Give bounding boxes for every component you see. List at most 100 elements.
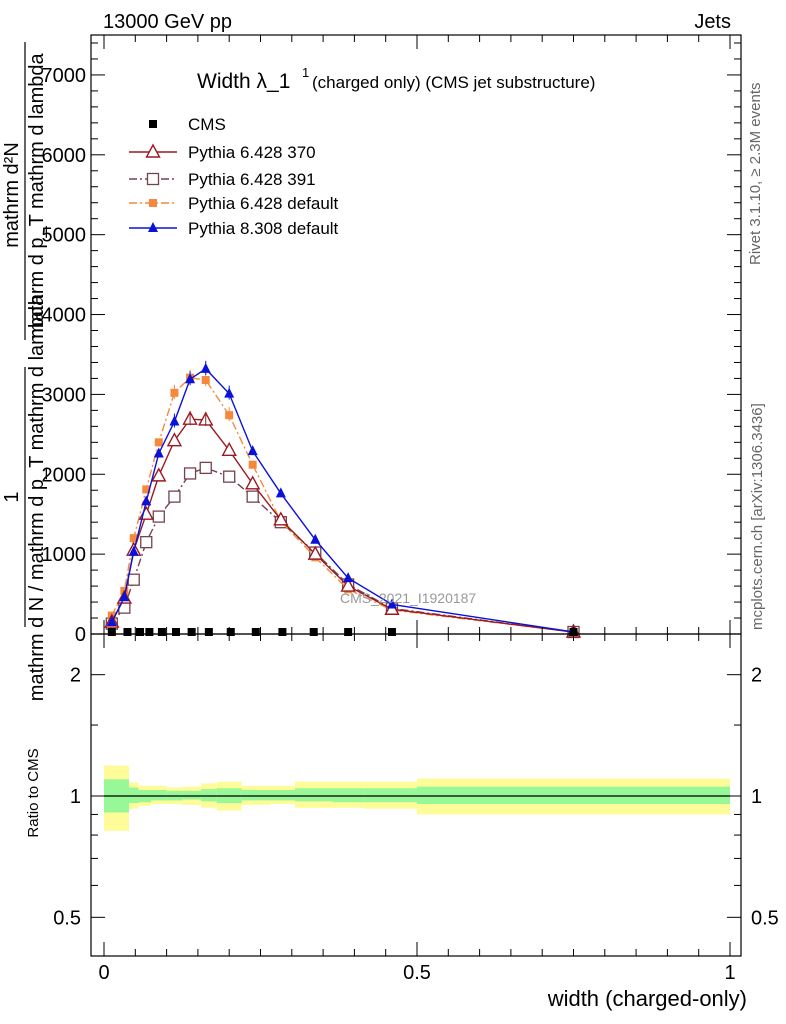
marker-triangle-open: [166, 432, 183, 447]
legend-entry: Pythia 6.428 370: [129, 143, 316, 162]
ratio-axes: 0.5 0.5 1 1 2 2 0 0.5 1: [53, 633, 779, 984]
marker-square-open: [223, 470, 236, 483]
legend-entry: Pythia 8.308 default: [129, 219, 339, 238]
legend-label: Pythia 6.428 370: [188, 143, 316, 162]
marker-triangle-open: [145, 143, 161, 158]
band-inner-bin: [201, 789, 217, 802]
main-panel: 0 1000 2000 3000 4000 5000 6000 7000: [42, 34, 742, 646]
ratio-panel: 0.5 0.5 1 1 2 2 0 0.5 1: [53, 633, 779, 984]
main-axes: 0 1000 2000 3000 4000 5000 6000 7000: [42, 34, 742, 646]
ylabel-den: mathrm d N / mathrm d p_T mathrm d lambd…: [26, 294, 48, 701]
watermark: CMS_2021_I1920187: [340, 590, 476, 606]
ratio-ylabel: Ratio to CMS: [25, 748, 42, 837]
marker-square: [251, 628, 260, 636]
marker-square: [135, 628, 144, 636]
marker-triangle-filled: [119, 591, 130, 602]
marker-triangle-open: [244, 475, 261, 490]
ratio-bands: [104, 765, 730, 831]
legend: CMS Pythia 6.428 370 Pythia 6.428 391 Pythi…: [129, 115, 339, 238]
marker-square-open: [168, 490, 181, 503]
legend-entry: CMS: [149, 115, 226, 134]
legend-label: Pythia 6.428 default: [188, 194, 339, 213]
marker-square-filled: [149, 199, 157, 207]
side-mcplots: mcplots.cern.ch [arXiv:1306.3436]: [749, 403, 766, 630]
marker-triangle-filled: [128, 545, 139, 556]
ratio-frame: [90, 633, 742, 957]
xlabel: width (charged-only): [547, 986, 747, 1011]
ratio-ytick-label-right: 1: [751, 786, 762, 808]
title-sub: (charged only) (CMS jet substructure): [312, 73, 595, 92]
header-left: 13000 GeV pp: [103, 11, 232, 33]
band-inner-bin: [269, 789, 295, 801]
main-ytick-label: 3000: [42, 384, 87, 406]
ratio-xtick-label: 0: [98, 962, 109, 984]
ratio-xtick-label: 1: [724, 962, 735, 984]
marker-square: [387, 628, 396, 636]
band-inner-bin: [182, 790, 202, 800]
marker-square: [123, 628, 132, 636]
ratio-ytick-label: 1: [70, 786, 81, 808]
ylabel-num2: mathrm d²N: [1, 142, 23, 248]
legend-entry: Pythia 6.428 default: [129, 194, 339, 213]
marker-triangle-open: [221, 441, 237, 457]
marker-square: [309, 628, 318, 636]
marker-triangle-filled: [275, 487, 286, 498]
marker-square: [157, 628, 166, 636]
marker-triangle-open: [307, 545, 323, 560]
main-ytick-label: 0: [75, 624, 86, 646]
marker-triangle-filled: [343, 572, 354, 583]
marker-triangle-filled: [141, 495, 152, 506]
marker-square: [344, 628, 353, 636]
legend-label: CMS: [188, 115, 226, 134]
marker-square-filled: [142, 485, 151, 494]
band-inner-bin: [417, 786, 730, 805]
ratio-ytick-label-right: 0.5: [751, 907, 779, 929]
marker-square: [204, 628, 213, 636]
band-inner-bin: [363, 788, 417, 803]
title-sup: 1: [302, 65, 309, 80]
main-ytick-label: 4000: [42, 305, 87, 327]
series-line: [111, 467, 574, 633]
marker-triangle-filled: [386, 598, 397, 609]
series-pythia-6-428-391: [105, 461, 580, 639]
marker-square: [278, 628, 287, 636]
marker-triangle-filled: [148, 222, 158, 232]
ratio-ytick-label-right: 2: [751, 665, 762, 687]
marker-square-open: [246, 490, 259, 503]
marker-square: [171, 628, 180, 636]
legend-entry: Pythia 6.428 391: [129, 170, 316, 189]
ratio-ytick-label: 0.5: [53, 907, 81, 929]
marker-square-filled: [129, 534, 138, 543]
ratio-ytick-label: 2: [70, 665, 81, 687]
marker-triangle-filled: [106, 616, 117, 627]
main-ytick-label: 6000: [42, 145, 87, 167]
marker-square-filled: [154, 438, 163, 447]
band-inner-bin: [150, 789, 167, 801]
marker-square: [149, 120, 157, 128]
legend-label: Pythia 8.308 default: [188, 219, 339, 238]
series-line: [111, 376, 574, 633]
main-ytick-label: 7000: [42, 65, 87, 87]
header-right: Jets: [694, 11, 731, 33]
marker-square: [107, 628, 116, 636]
marker-square: [145, 628, 154, 636]
ylabel-num: 1: [1, 491, 23, 502]
series-cms: [107, 628, 578, 636]
marker-square: [226, 628, 235, 636]
main-ytick-label: 2000: [42, 464, 87, 486]
series-pythia-8-308-default: [106, 360, 579, 637]
main-ytick-label: 1000: [42, 544, 87, 566]
main-ytick-label: 5000: [42, 225, 87, 247]
marker-triangle-filled: [247, 445, 258, 456]
marker-square-open: [183, 467, 197, 480]
legend-label: Pythia 6.428 391: [188, 170, 316, 189]
ylabel-den2: mathrm d p_T mathrm d lambda: [26, 52, 48, 338]
plot-title: Width λ_1 1 (charged only) (CMS jet subs…: [197, 65, 595, 93]
marker-triangle-filled: [153, 447, 164, 458]
marker-triangle-filled: [310, 533, 321, 544]
marker-square-open: [199, 461, 212, 475]
band-inner-bin: [129, 787, 139, 804]
marker-triangle-open: [340, 577, 356, 592]
band-inner-bin: [241, 789, 270, 801]
